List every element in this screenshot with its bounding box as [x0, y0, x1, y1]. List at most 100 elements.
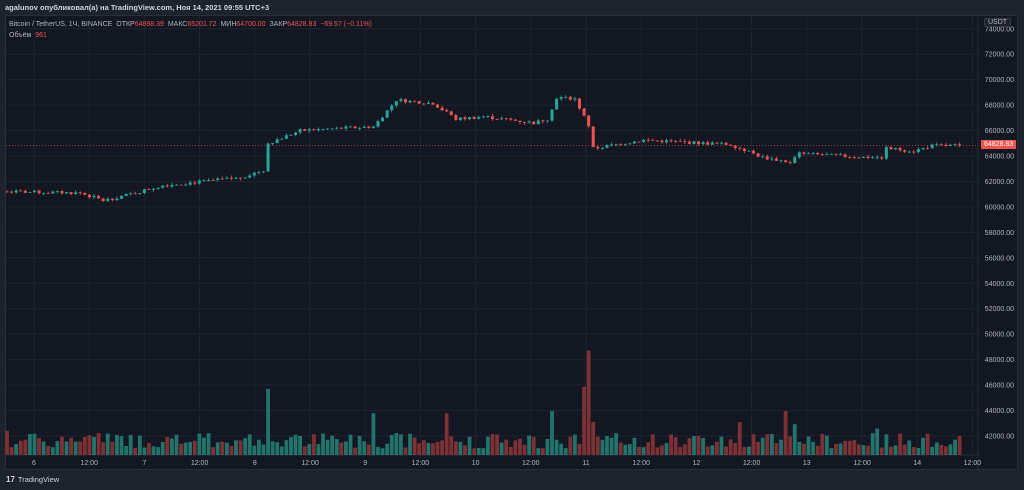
volume-bar [64, 441, 69, 455]
footer-brand[interactable]: TradingView [17, 475, 60, 484]
candle-up [344, 126, 348, 129]
open-label: ОТКР [116, 21, 135, 28]
candle-up [426, 102, 430, 104]
volume-bar [609, 437, 614, 455]
volume-bar [756, 442, 761, 455]
volume-bar [692, 436, 696, 455]
candle-down [312, 129, 316, 131]
volume-bar [316, 444, 321, 455]
candle-down [619, 144, 623, 146]
volume-bar [545, 438, 550, 455]
symbol-label[interactable]: Bitcoin / TetherUS, 1Ч, BINANCE [9, 21, 113, 28]
candle-down [541, 120, 545, 122]
candle-down [669, 140, 673, 142]
volume-label[interactable]: Объём [9, 32, 32, 39]
volume-bar [119, 436, 124, 455]
volume-bar [650, 434, 655, 455]
volume-bar [669, 434, 673, 455]
volume-bar [325, 439, 330, 455]
volume-bar [705, 446, 710, 455]
candle-down [834, 153, 838, 155]
candle-down [523, 122, 527, 123]
time-tick-label: 11 [582, 460, 589, 467]
volume-bar [632, 437, 637, 455]
candle-up [92, 195, 96, 198]
candle-down [912, 151, 916, 153]
candle-down [646, 139, 650, 141]
candle-down [23, 190, 27, 193]
volume-bar [412, 437, 417, 455]
volume-bar [435, 442, 440, 455]
price-tick-label: 72000.00 [985, 52, 1014, 59]
volume-bar [490, 434, 495, 455]
candle-down [898, 147, 902, 151]
volume-bar [472, 448, 477, 455]
candle-up [197, 180, 201, 184]
volume-bar [78, 441, 83, 455]
candle-up [261, 171, 265, 173]
volume-bar [847, 440, 852, 455]
candle-down [939, 144, 943, 146]
candle-up [381, 117, 385, 122]
volume-bar [165, 437, 170, 455]
volume-bar [344, 441, 348, 455]
volume-bar [133, 447, 138, 455]
volume-bar [366, 444, 371, 455]
volume-bar [623, 444, 628, 455]
candle-up [875, 157, 879, 159]
time-tick-label: 12 [693, 460, 701, 467]
volume-bar [646, 442, 651, 455]
candle-up [298, 129, 302, 133]
candle-up [152, 188, 156, 190]
volume-bar [284, 440, 289, 455]
volume-bar [838, 443, 843, 455]
volume-bar [321, 433, 325, 455]
chart-panel[interactable] [5, 15, 1018, 470]
volume-bar [568, 436, 573, 455]
price-tick-label: 70000.00 [985, 77, 1014, 84]
volume-bar [879, 447, 884, 455]
candle-down [229, 177, 233, 179]
candle-up [271, 143, 275, 144]
volume-bar [82, 436, 87, 455]
candle-down [509, 118, 513, 120]
currency-button[interactable]: USDT [984, 18, 1012, 27]
time-tick-label: 6 [32, 460, 36, 467]
volume-bar [536, 448, 541, 455]
volume-bar [18, 440, 23, 455]
volume-bar [779, 439, 783, 455]
volume-bar [550, 411, 554, 455]
volume-bar [747, 446, 751, 455]
candle-up [935, 144, 939, 146]
volume-bar [156, 447, 161, 455]
candle-down [733, 145, 737, 149]
candle-down [147, 189, 151, 191]
candle-up [610, 144, 614, 146]
candle-down [83, 192, 87, 195]
candle-up [358, 127, 362, 129]
volume-bar [115, 434, 119, 455]
volume-bar [563, 448, 568, 455]
candle-up [316, 129, 320, 131]
volume-bar [69, 437, 74, 455]
candle-down [578, 98, 581, 109]
candle-down [339, 127, 343, 129]
candle-up [564, 96, 568, 98]
price-tick-label: 44000.00 [985, 408, 1014, 415]
candle-up [884, 147, 888, 159]
candle-up [701, 142, 705, 145]
candle-down [724, 142, 728, 145]
volume-bar [627, 444, 632, 455]
volume-bar [637, 446, 641, 455]
candle-up [719, 142, 723, 144]
volume-bar [733, 442, 738, 455]
volume-bar [856, 444, 861, 455]
candle-down [367, 126, 371, 129]
volume-bar [151, 446, 156, 455]
volume-bar [105, 433, 110, 455]
close-value: 64828.83 [287, 21, 317, 28]
volume-bar [866, 445, 870, 455]
volume-bar [728, 439, 733, 455]
time-tick-label: 10 [472, 460, 480, 467]
